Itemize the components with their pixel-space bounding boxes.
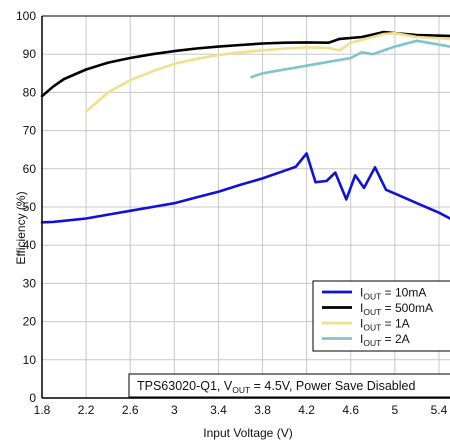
- legend-entry-value: = 10mA: [381, 286, 426, 300]
- series-line-2: [84, 31, 450, 113]
- series-line-0: [40, 152, 450, 224]
- legend-entry-value: = 1A: [381, 317, 409, 331]
- series-line-3: [250, 39, 450, 79]
- series-layer: [40, 30, 450, 224]
- legend-entry-value: = 500mA: [381, 301, 433, 315]
- y-tick-label: 50: [23, 200, 37, 214]
- plot-frame: [41, 15, 450, 399]
- legend-entry-sub: OUT: [363, 307, 381, 317]
- legend-entry-sub: OUT: [363, 292, 381, 302]
- y-tick-label: 20: [23, 315, 37, 329]
- y-axis-label: Efficiency (%): [14, 191, 28, 264]
- series-line-1: [40, 30, 450, 98]
- annotation-frame: [128, 373, 450, 398]
- legend-entry-1: IOUT = 500mA: [360, 301, 433, 317]
- legend-entry-main: I: [360, 286, 363, 300]
- annotation-box: TPS63020-Q1, VOUT = 4.5V, Power Save Dis…: [128, 373, 450, 398]
- x-tick-label: 5.4: [431, 403, 448, 417]
- legend-entry-sub: OUT: [363, 323, 381, 333]
- x-tick-label: 2.2: [78, 403, 95, 417]
- legend-entry-value: = 2A: [381, 332, 409, 346]
- annotation-text: TPS63020-Q1, VOUT = 4.5V, Power Save Dis…: [137, 379, 415, 395]
- legend-entry-main: I: [360, 301, 363, 315]
- tick-labels: 0 10 20 30 40 50 60 70 80 90 100 1.8 2.2 2.6 3 3.4 3.8 4.…: [16, 9, 448, 417]
- y-tick-label: 30: [23, 276, 37, 290]
- x-tick-label: 1.8: [34, 403, 51, 417]
- legend-entry-main: I: [360, 317, 363, 331]
- annotation-sub: OUT: [232, 385, 250, 395]
- x-axis-label: Input Voltage (V): [203, 426, 292, 440]
- x-tick-label: 2.6: [122, 403, 139, 417]
- y-tick-label: 60: [23, 162, 37, 176]
- annotation-prefix: TPS63020-Q1, V: [137, 379, 233, 393]
- annotation-suffix: = 4.5V, Power Save Disabled: [250, 379, 415, 393]
- legend-entry-sub: OUT: [363, 338, 381, 348]
- legend-entry-2: IOUT = 1A: [360, 317, 410, 333]
- y-tick-label: 100: [16, 9, 36, 23]
- y-tick-label: 70: [23, 124, 37, 138]
- y-tick-label: 40: [23, 238, 37, 252]
- y-tick-label: 0: [29, 391, 36, 405]
- legend-entry-0: IOUT = 10mA: [360, 286, 426, 302]
- y-tick-label: 10: [23, 353, 37, 367]
- y-tick-label: 80: [23, 85, 37, 99]
- x-tick-label: 4.2: [298, 403, 315, 417]
- x-tick-label: 3: [171, 403, 178, 417]
- x-tick-label: 3.4: [210, 403, 227, 417]
- y-tick-label: 90: [23, 47, 37, 61]
- x-tick-label: 3.8: [254, 403, 271, 417]
- x-tick-label: 4.6: [342, 403, 359, 417]
- legend-entry-main: I: [360, 332, 363, 346]
- x-tick-label: 5: [392, 403, 399, 417]
- legend-entry-3: IOUT = 2A: [360, 332, 410, 348]
